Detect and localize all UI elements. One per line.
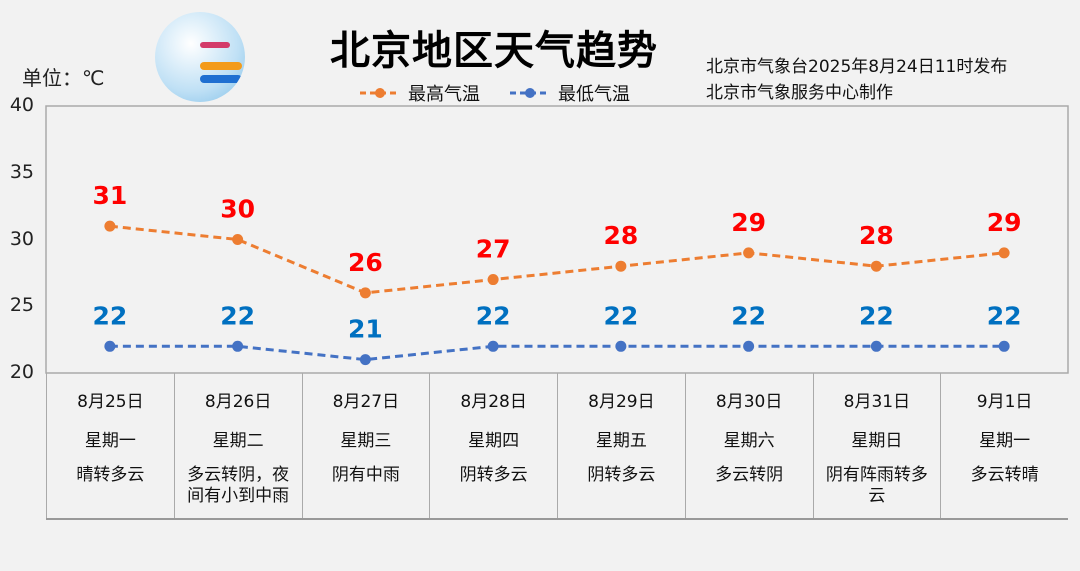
forecast-column: 9月1日星期一多云转晴 [940, 373, 1068, 518]
high-temp-point [232, 234, 244, 245]
low-temp-label: 22 [603, 301, 638, 330]
high-temp-label: 29 [731, 208, 766, 237]
weather-label: 阴有中雨 [331, 465, 400, 485]
y-tick-label: 35 [9, 160, 34, 183]
low-temp-line [109, 344, 1005, 362]
weekday-label: 星期一 [84, 431, 136, 451]
forecast-column: 8月28日星期四阴转多云 [429, 373, 557, 518]
high-temp-label: 27 [476, 235, 511, 264]
y-tick-label: 30 [9, 227, 34, 250]
legend-high-label: 最高气温 [408, 84, 480, 105]
low-temp-label: 22 [476, 301, 511, 330]
forecast-column: 8月30日星期六多云转阴 [684, 373, 813, 518]
weather-label: 多云转阴，夜间有小到中雨 [187, 465, 290, 506]
weather-label: 阴转多云 [587, 465, 656, 485]
legend-low: 最低气温 [510, 80, 630, 106]
page-title: 北京地区天气趋势 [330, 28, 658, 74]
high-temp-point [104, 220, 116, 232]
date-label: 9月1日 [976, 392, 1033, 412]
high-temp-label: 28 [859, 221, 894, 250]
legend-low-label: 最低气温 [558, 84, 630, 105]
legend: 最高气温 最低气温 [360, 80, 630, 106]
weather-label: 阴有阵雨转多云 [825, 465, 928, 506]
high-temp-point [998, 247, 1010, 259]
legend-high: 最高气温 [360, 80, 480, 106]
low-temp-point [743, 340, 755, 352]
weekday-label: 星期六 [723, 431, 775, 451]
y-tick-label: 40 [9, 94, 34, 116]
high-temp-point [487, 274, 499, 286]
high-temp-point [870, 260, 882, 272]
weather-label: 晴转多云 [76, 465, 145, 485]
date-label: 8月27日 [332, 392, 400, 412]
weekday-label: 星期五 [595, 431, 647, 451]
date-label: 8月26日 [204, 392, 272, 412]
low-temp-point [232, 340, 244, 352]
logo [155, 12, 245, 102]
low-temp-point [487, 340, 499, 352]
low-temp-label: 21 [348, 315, 383, 344]
date-label: 8月28日 [460, 392, 527, 412]
y-tick-label: 25 [9, 294, 34, 317]
low-temp-label: 22 [92, 301, 127, 330]
forecast-column: 8月25日星期一晴转多云 [46, 373, 174, 518]
high-temp-line [109, 224, 1005, 295]
high-temp-label: 29 [987, 208, 1022, 237]
source-line-2: 北京市气象服务中心制作 [706, 83, 893, 103]
high-temp-point [743, 247, 755, 259]
low-temp-label: 22 [731, 301, 766, 330]
low-temp-point [615, 340, 627, 352]
weekday-label: 星期二 [212, 431, 264, 451]
low-temp-label: 22 [987, 301, 1022, 330]
low-temp-point [870, 340, 882, 352]
low-temp-label: 22 [859, 301, 894, 330]
high-temp-label: 31 [92, 181, 127, 210]
low-temp-point [104, 340, 116, 352]
high-temp-label: 26 [348, 248, 383, 277]
weekday-label: 星期三 [340, 431, 392, 451]
low-temp-point [998, 340, 1010, 352]
weather-label: 阴转多云 [459, 465, 528, 485]
high-temp-label: 30 [220, 195, 255, 224]
date-label: 8月31日 [843, 392, 911, 412]
plot-frame [45, 105, 1069, 374]
forecast-table: 8月25日 星期一 晴转多云 8月26日 星期二 多云转阴，夜间有小到中雨 8月27日 星期三… [46, 373, 1068, 520]
y-tick-label: 20 [9, 361, 34, 383]
legend-low-marker [510, 88, 550, 98]
date-label: 8月25日 [77, 392, 144, 412]
low-temp-point [359, 354, 371, 366]
source-line-1: 北京市气象台2025年8月24日11时发布 [706, 57, 1008, 77]
high-temp-point [359, 287, 371, 299]
unit-label: 单位：℃ [22, 66, 105, 90]
date-label: 8月30日 [715, 392, 783, 412]
weather-label: 多云转晴 [970, 465, 1039, 485]
low-temp-label: 22 [220, 301, 255, 330]
forecast-column: 8月27日星期三阴有中雨 [301, 373, 430, 518]
high-temp-label: 28 [603, 221, 638, 250]
weekday-label: 星期一 [979, 431, 1031, 451]
weekday-label: 星期日 [851, 431, 903, 451]
weekday-label: 星期四 [468, 431, 520, 451]
legend-high-marker [360, 88, 400, 98]
high-temp-point [615, 260, 627, 272]
forecast-column: 8月29日星期五阴转多云 [557, 373, 685, 518]
date-label: 8月29日 [588, 392, 655, 412]
forecast-column: 8月31日星期日阴有阵雨转多云 [812, 373, 941, 518]
forecast-column: 8月26日星期二多云转阴，夜间有小到中雨 [173, 373, 302, 518]
weather-label: 多云转阴 [715, 465, 784, 485]
